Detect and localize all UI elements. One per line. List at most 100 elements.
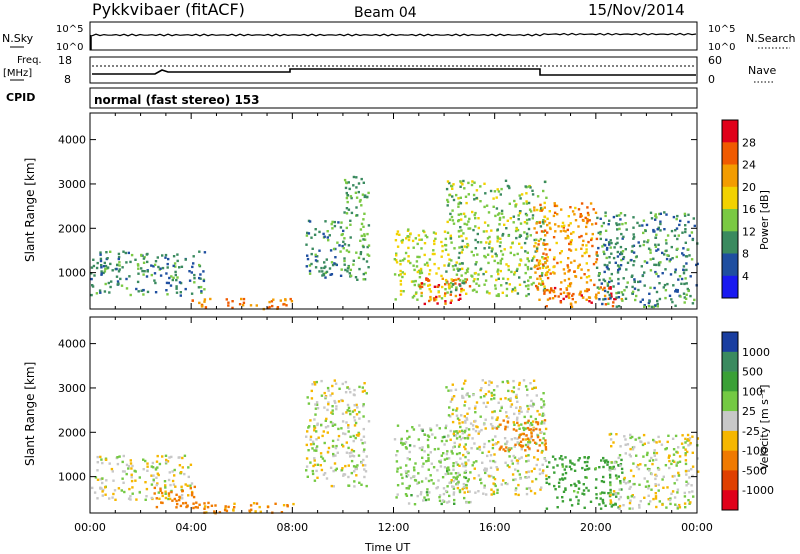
heatmap-cell: [444, 292, 447, 295]
heatmap-cell: [514, 289, 517, 292]
heatmap-cell: [108, 462, 111, 465]
heatmap-cell: [352, 434, 355, 438]
heatmap-cell: [355, 413, 359, 416]
heatmap-cell: [514, 229, 518, 233]
nave-label: Nave: [748, 64, 776, 77]
heatmap-cell: [129, 293, 132, 297]
heatmap-cell: [631, 292, 634, 295]
heatmap-cell: [99, 291, 102, 294]
heatmap-cell: [494, 484, 497, 488]
heatmap-cell: [573, 259, 576, 263]
heatmap-cell: [612, 301, 615, 304]
heatmap-cell: [686, 450, 689, 454]
heatmap-cell: [437, 479, 440, 482]
heatmap-cell: [175, 285, 178, 288]
heatmap-cell: [164, 256, 167, 259]
heatmap-cell: [656, 305, 659, 308]
heatmap-cell: [465, 462, 468, 465]
heatmap-cell: [573, 270, 576, 273]
heatmap-cell: [414, 237, 417, 240]
heatmap-cell: [540, 451, 543, 454]
heatmap-cell: [539, 203, 542, 207]
heatmap-cell: [167, 497, 170, 501]
heatmap-cell: [367, 191, 370, 195]
heatmap-cell: [517, 424, 520, 427]
heatmap-cell: [561, 473, 565, 476]
heatmap-cell: [462, 179, 465, 183]
heatmap-cell: [670, 229, 674, 233]
heatmap-cell: [446, 435, 450, 438]
heatmap-cell: [507, 268, 510, 272]
heatmap-cell: [202, 279, 206, 283]
heatmap-cell: [675, 255, 678, 259]
heatmap-cell: [641, 443, 645, 447]
heatmap-cell: [691, 465, 695, 468]
heatmap-cell: [347, 181, 350, 184]
heatmap-cell: [609, 297, 612, 300]
heatmap-cell: [104, 458, 108, 461]
heatmap-cell: [566, 266, 570, 269]
heatmap-cell: [479, 185, 482, 188]
heatmap-cell: [570, 305, 574, 308]
heatmap-cell: [160, 501, 163, 504]
heatmap-cell: [441, 249, 444, 253]
heatmap-cell: [473, 198, 476, 201]
heatmap-cell: [455, 409, 458, 412]
heatmap-cell: [531, 189, 534, 192]
heatmap-cell: [467, 181, 470, 185]
heatmap-cell: [491, 446, 495, 450]
heatmap-cell: [475, 189, 479, 192]
heatmap-cell: [536, 267, 539, 270]
heatmap-cell: [606, 284, 610, 287]
heatmap-cell: [580, 202, 584, 205]
heatmap-cell: [639, 280, 642, 283]
heatmap-cell: [537, 243, 540, 246]
heatmap-cell: [533, 245, 536, 248]
heatmap-cell: [123, 490, 126, 494]
heatmap-cell: [306, 231, 309, 235]
heatmap-cell: [655, 272, 658, 276]
heatmap-cell: [517, 493, 520, 497]
heatmap-cell: [104, 282, 107, 286]
heatmap-cell: [485, 291, 489, 294]
heatmap-cell: [637, 467, 641, 471]
heatmap-cell: [127, 467, 130, 470]
heatmap-cell: [461, 462, 464, 466]
heatmap-cell: [450, 450, 453, 453]
velocity-x-ticks: [89, 317, 698, 513]
heatmap-cell: [146, 462, 149, 465]
heatmap-cell: [326, 425, 330, 428]
heatmap-cell: [636, 463, 640, 467]
heatmap-cell: [449, 415, 452, 418]
heatmap-cell: [491, 416, 494, 420]
heatmap-cell: [507, 448, 510, 451]
heatmap-cell: [525, 222, 529, 225]
heatmap-cell: [345, 226, 348, 230]
heatmap-cell: [447, 472, 450, 475]
heatmap-cell: [314, 403, 317, 406]
heatmap-cell: [676, 507, 679, 510]
heatmap-cell: [545, 507, 549, 510]
heatmap-cell: [495, 294, 498, 297]
heatmap-cell: [673, 234, 677, 237]
heatmap-cell: [465, 416, 468, 420]
heatmap-cell: [131, 464, 134, 468]
heatmap-cell: [533, 206, 536, 209]
heatmap-cell: [452, 487, 456, 490]
heatmap-cell: [353, 393, 356, 397]
heatmap-cell: [482, 492, 485, 495]
heatmap-cell: [516, 421, 519, 424]
heatmap-cell: [422, 499, 425, 502]
heatmap-cell: [685, 293, 688, 296]
heatmap-cell: [526, 437, 530, 440]
colorbar-tick-label: 500: [742, 366, 763, 379]
heatmap-cell: [452, 493, 455, 496]
heatmap-cell: [489, 459, 492, 463]
heatmap-cell: [307, 232, 311, 235]
heatmap-cell: [568, 269, 571, 272]
heatmap-cell: [496, 468, 499, 471]
heatmap-cell: [629, 433, 632, 437]
heatmap-cell: [326, 236, 329, 239]
heatmap-cell: [418, 446, 422, 450]
heatmap-cell: [200, 291, 203, 294]
